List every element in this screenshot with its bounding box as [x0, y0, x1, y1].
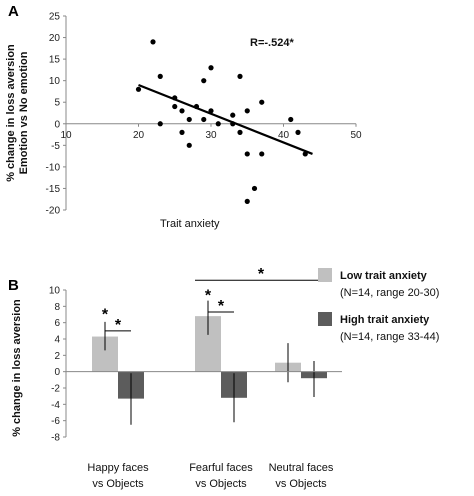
- x-axis-label: Trait anxiety: [160, 218, 220, 230]
- y-tick-label: -5: [51, 141, 60, 152]
- y-tick-label: -15: [46, 184, 61, 195]
- y-tick-label: 2: [54, 351, 60, 362]
- data-point: [157, 73, 163, 79]
- y-tick-label: 10: [49, 286, 61, 297]
- data-point: [135, 86, 142, 92]
- panel-a-label: A: [8, 3, 19, 20]
- data-point: [230, 112, 236, 118]
- data-point: [157, 121, 163, 127]
- y-tick-label: 0: [54, 119, 60, 130]
- data-point: [259, 99, 265, 105]
- data-point: [208, 65, 214, 71]
- y-tick-label: 25: [49, 12, 61, 23]
- data-point: [237, 73, 243, 79]
- data-point: [186, 116, 192, 123]
- legend-detail: (N=14, range 33-44): [340, 331, 439, 343]
- category-label: vs Objects: [195, 478, 247, 490]
- data-point: [244, 198, 250, 204]
- significance-star: *: [205, 288, 212, 305]
- category-label: Happy faces: [87, 462, 149, 474]
- y-tick-label: -4: [51, 400, 60, 411]
- legend-swatch: [318, 268, 332, 282]
- y-axis-label-line2: Emotion vs No emotion: [18, 51, 30, 174]
- x-tick-label: 30: [205, 130, 217, 141]
- data-point: [179, 108, 185, 114]
- y-tick-label: -6: [51, 416, 60, 427]
- legend-label: High trait anxiety: [340, 314, 430, 326]
- data-point: [150, 39, 156, 45]
- y-tick-label: 10: [49, 76, 61, 87]
- y-tick-label: 0: [54, 367, 60, 378]
- x-tick-label: 40: [278, 130, 290, 141]
- legend-swatch: [318, 312, 332, 326]
- significance-star: *: [218, 298, 225, 315]
- data-point: [179, 129, 185, 135]
- significance-star: *: [102, 306, 109, 323]
- data-point: [251, 185, 258, 192]
- data-point: [186, 142, 192, 148]
- y-tick-label: 6: [54, 318, 60, 329]
- x-tick-label: 20: [133, 130, 145, 141]
- data-point: [201, 78, 207, 84]
- category-label: vs Objects: [92, 478, 144, 490]
- legend-label: Low trait anxiety: [340, 270, 428, 282]
- y-axis-label-line1: % change in loss aversion: [5, 44, 17, 182]
- x-tick-label: 50: [350, 130, 362, 141]
- significance-star: *: [258, 266, 265, 283]
- panel-b: B % change in loss aversion 10 8 6 4 2 0 -2 -4 -…: [8, 266, 439, 490]
- y-tick-label: 5: [54, 98, 60, 109]
- data-point: [244, 108, 250, 114]
- correlation-annotation: R=-.524*: [250, 37, 294, 49]
- data-point: [172, 103, 178, 110]
- panel-b-label: B: [8, 277, 19, 294]
- data-point: [215, 121, 221, 127]
- legend-detail: (N=14, range 20-30): [340, 287, 439, 299]
- data-point: [295, 129, 301, 135]
- y-tick-label: 4: [54, 335, 60, 346]
- data-point: [244, 151, 250, 157]
- y-tick-label: 20: [49, 33, 61, 44]
- y-tick-label: -8: [51, 433, 60, 444]
- data-point: [288, 116, 294, 123]
- y-tick-label: 8: [54, 302, 60, 313]
- category-label: Neutral faces: [269, 462, 334, 474]
- y-tick-label: -2: [51, 384, 60, 395]
- data-point: [259, 151, 265, 157]
- y-tick-label: 15: [49, 55, 61, 66]
- data-point: [237, 129, 243, 135]
- y-tick-label: -10: [46, 162, 61, 173]
- y-axis-label-b: % change in loss aversion: [11, 299, 23, 437]
- trend-line: [138, 83, 313, 155]
- y-tick-label: -20: [46, 206, 61, 217]
- category-label: vs Objects: [275, 478, 327, 490]
- significance-star: *: [115, 317, 122, 334]
- category-label: Fearful faces: [189, 462, 253, 474]
- data-point: [201, 116, 207, 123]
